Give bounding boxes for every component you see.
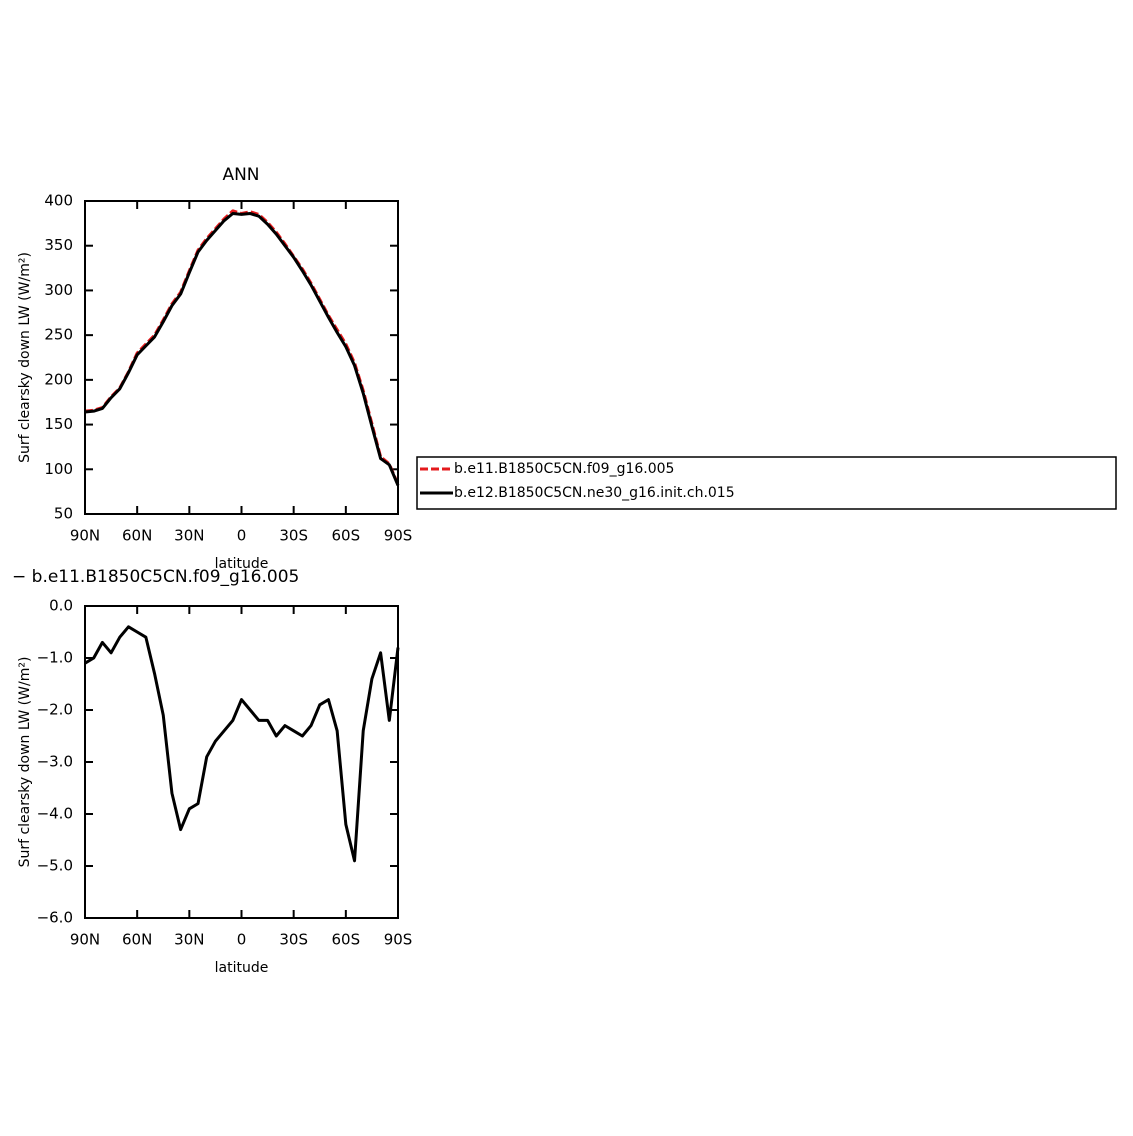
x-tick-label: 30N bbox=[174, 527, 204, 545]
y-tick-label: −5.0 bbox=[37, 857, 73, 875]
y-tick-label: 250 bbox=[44, 326, 73, 344]
data-line bbox=[84, 625, 400, 863]
legend-label: b.e12.B1850C5CN.ne30_g16.init.ch.015 bbox=[454, 485, 735, 501]
chart-title: − b.e11.B1850C5CN.f09_g16.005 bbox=[12, 567, 299, 587]
x-tick-label: 90N bbox=[70, 527, 100, 545]
x-tick-label: 90S bbox=[384, 527, 413, 545]
x-axis-label: latitude bbox=[215, 556, 269, 572]
y-axis-label: Surf clearsky down LW (W/m²) bbox=[17, 657, 33, 868]
chart-title: ANN bbox=[222, 165, 259, 185]
x-tick-label: 30S bbox=[279, 527, 308, 545]
y-tick-label: 300 bbox=[44, 281, 73, 299]
y-tick-label: −3.0 bbox=[37, 753, 73, 771]
x-tick-label: 30S bbox=[279, 931, 308, 949]
x-tick-label: 0 bbox=[237, 931, 247, 949]
data-line bbox=[84, 209, 400, 486]
y-tick-label: 0.0 bbox=[49, 597, 73, 615]
x-tick-label: 60N bbox=[122, 931, 152, 949]
y-tick-label: 400 bbox=[44, 192, 73, 210]
legend-box bbox=[416, 456, 1117, 510]
y-tick-label: 50 bbox=[54, 505, 73, 523]
y-tick-label: 150 bbox=[44, 415, 73, 433]
y-tick-label: 200 bbox=[44, 370, 73, 388]
y-tick-label: 100 bbox=[44, 460, 73, 478]
y-tick-label: −6.0 bbox=[37, 909, 73, 927]
legend-label: b.e11.B1850C5CN.f09_g16.005 bbox=[454, 461, 674, 477]
y-axis-label: Surf clearsky down LW (W/m²) bbox=[17, 252, 33, 463]
x-tick-label: 0 bbox=[237, 527, 247, 545]
y-tick-label: −1.0 bbox=[37, 649, 73, 667]
y-tick-label: −2.0 bbox=[37, 701, 73, 719]
x-tick-label: 90S bbox=[384, 931, 413, 949]
x-tick-label: 60N bbox=[122, 527, 152, 545]
y-tick-label: 350 bbox=[44, 236, 73, 254]
x-tick-label: 60S bbox=[332, 931, 361, 949]
x-tick-label: 30N bbox=[174, 931, 204, 949]
x-axis-label: latitude bbox=[215, 960, 269, 976]
data-line bbox=[84, 212, 400, 486]
y-tick-label: −4.0 bbox=[37, 805, 73, 823]
x-tick-label: 90N bbox=[70, 931, 100, 949]
plot-frame bbox=[84, 200, 399, 515]
x-tick-label: 60S bbox=[332, 527, 361, 545]
plot-frame bbox=[84, 605, 399, 919]
